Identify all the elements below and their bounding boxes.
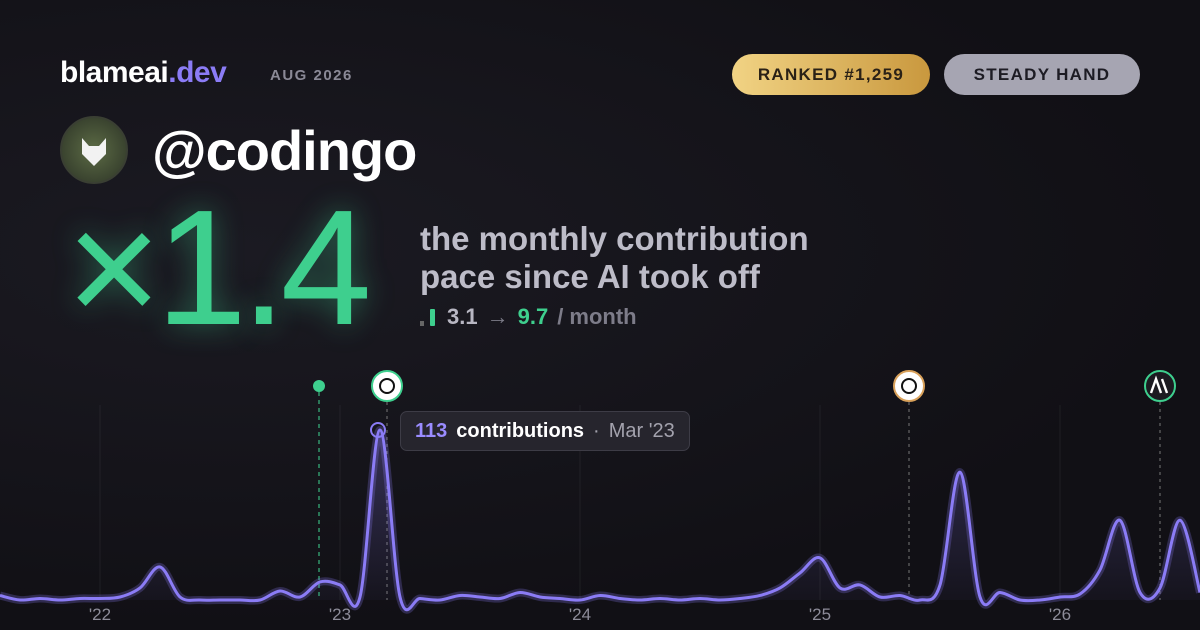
period: AUG 2026	[270, 67, 353, 84]
tooltip-label: contributions	[456, 419, 585, 442]
x-tick-label: '24	[569, 605, 591, 624]
arrow: →	[486, 304, 509, 329]
style-badge: STEADY HAND	[944, 54, 1140, 95]
pace-after: 9.7	[517, 304, 549, 329]
area	[0, 430, 1200, 610]
x-tick-label: '22	[89, 605, 111, 624]
x-tick-label: '23	[329, 605, 351, 624]
multiplier: ×1.4	[66, 176, 372, 359]
rank-badge: RANKED #1,259	[732, 54, 930, 95]
pace-icon	[420, 309, 435, 326]
brand-name: blameai	[60, 56, 169, 89]
x-tick-label: '25	[809, 605, 831, 624]
brand-suffix: .dev	[168, 56, 227, 89]
brand: blameai.dev	[60, 56, 227, 90]
pace-unit: / month	[557, 304, 637, 329]
avatar-fox	[82, 138, 106, 166]
event-markers	[313, 370, 1176, 600]
openai-glyph	[901, 378, 917, 394]
anthropic-icon	[1144, 370, 1176, 402]
x-tick-label: '26	[1049, 605, 1071, 624]
tooltip-date: Mar '23	[608, 419, 675, 442]
avatar	[60, 116, 128, 184]
pace-before: 3.1	[447, 304, 478, 329]
description: the monthly contribution pace since AI t…	[420, 220, 809, 296]
anthropic-glyph	[1149, 375, 1169, 394]
openai-glyph	[379, 378, 395, 394]
highlight-point	[370, 422, 386, 438]
description-line: the monthly contribution	[420, 220, 809, 257]
tooltip: 113 contributions · Mar '23	[400, 411, 690, 451]
openai-icon	[371, 370, 403, 402]
tooltip-separator: ·	[593, 419, 600, 442]
description-line: pace since AI took off	[420, 258, 760, 295]
handle: @codingo	[152, 119, 417, 182]
pace-stats: 3.1 → 9.7 / month	[420, 304, 637, 330]
line	[0, 428, 1200, 612]
openai-icon	[893, 370, 925, 402]
line-glow	[0, 425, 1200, 614]
event-dot	[313, 380, 325, 392]
tooltip-value: 113	[415, 419, 448, 442]
